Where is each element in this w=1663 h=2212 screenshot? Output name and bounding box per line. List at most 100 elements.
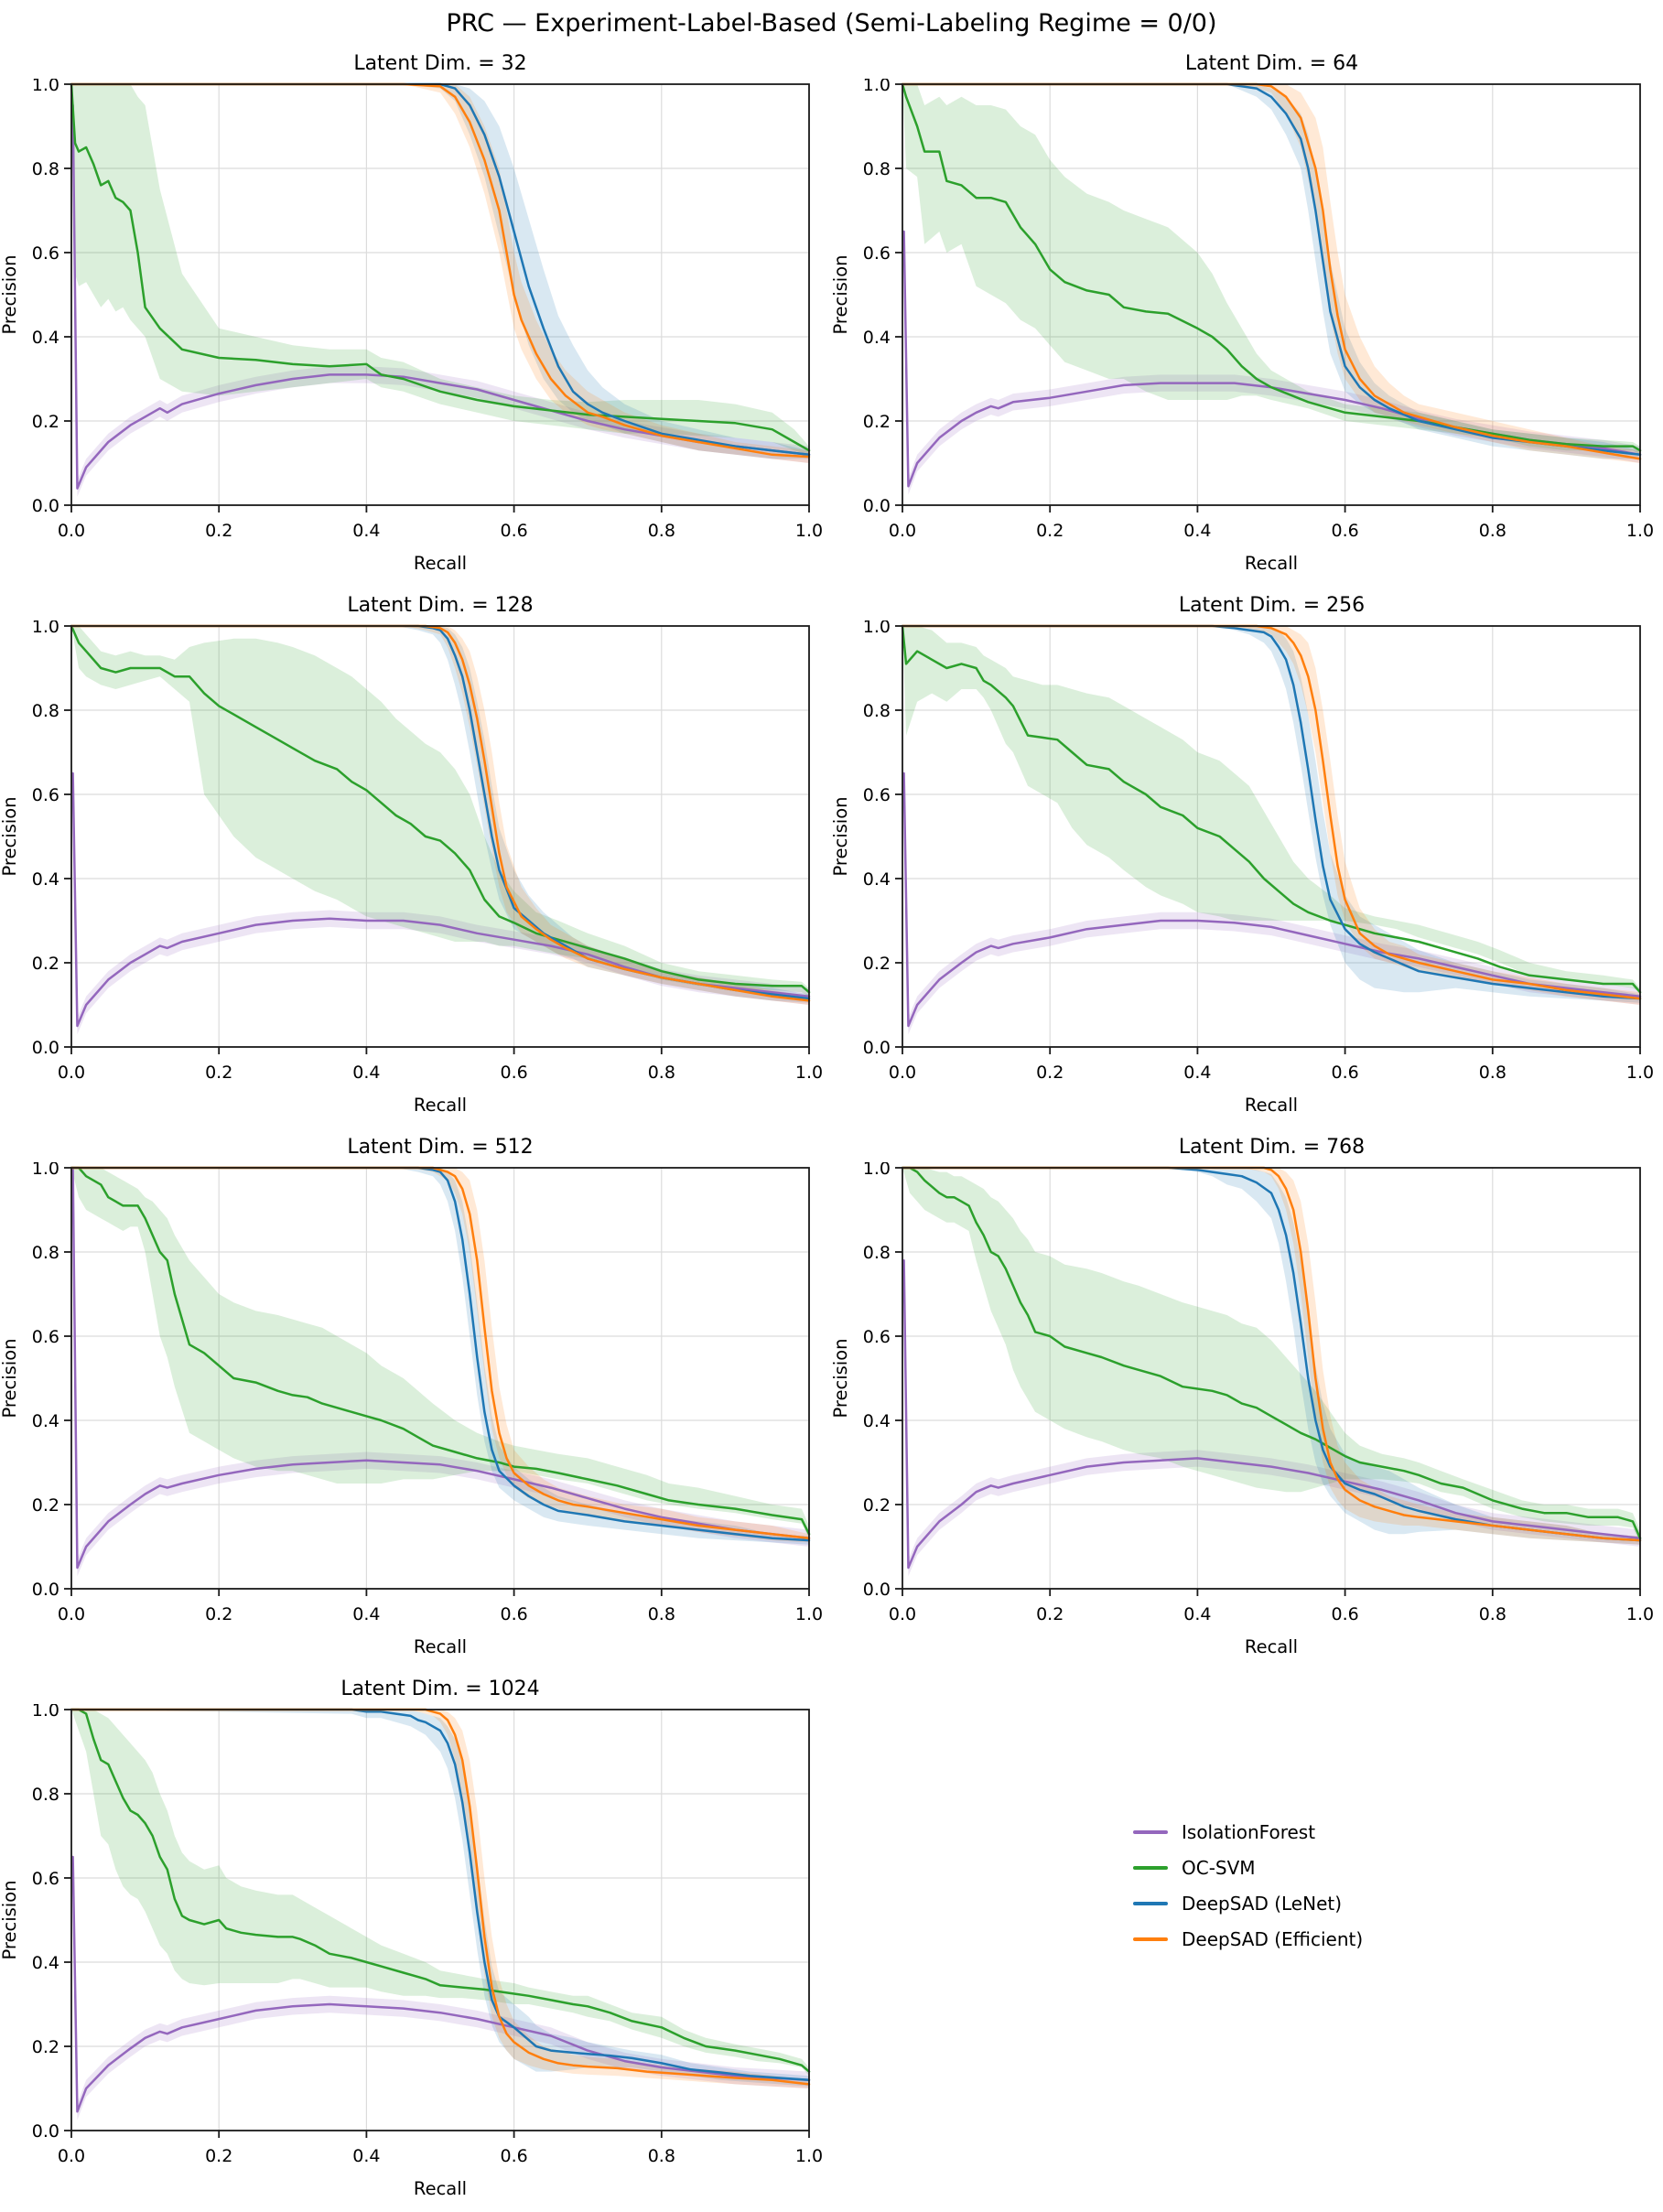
svg-text:1.0: 1.0 (1626, 1063, 1654, 1083)
svg-text:0.4: 0.4 (352, 521, 380, 541)
svg-text:0.0: 0.0 (32, 496, 59, 516)
svg-text:0.6: 0.6 (863, 785, 891, 805)
svg-text:0.2: 0.2 (1036, 1604, 1064, 1624)
svg-text:0.0: 0.0 (58, 521, 85, 541)
svg-text:0.8: 0.8 (32, 701, 59, 721)
svg-text:1.0: 1.0 (1626, 521, 1654, 541)
svg-text:0.0: 0.0 (58, 1063, 85, 1083)
x-axis-label: Recall (414, 1095, 467, 1116)
svg-text:0.0: 0.0 (58, 1604, 85, 1624)
svg-text:0.6: 0.6 (32, 1327, 59, 1347)
legend-item: DeepSAD (LeNet) (1133, 1893, 1663, 1915)
curve-DeepSAD (Efficient) (70, 1708, 811, 2086)
subplot-title: Latent Dim. = 512 (347, 1136, 534, 1159)
svg-text:0.6: 0.6 (1331, 521, 1358, 541)
prc-plot: 0.0 0.2 0.4 0.6 0.8 1.0 0.0 0.2 0.4 0.6 0.8 1.0 Reca… (831, 620, 1654, 1116)
legend-item: OC-SVM (1133, 1857, 1663, 1879)
svg-text:0.0: 0.0 (863, 496, 891, 516)
svg-text:1.0: 1.0 (795, 1604, 823, 1624)
svg-text:0.4: 0.4 (32, 1411, 59, 1431)
legend-swatch-IsolationForest (1133, 1830, 1168, 1834)
svg-text:0.4: 0.4 (1183, 1063, 1211, 1083)
svg-text:0.4: 0.4 (352, 1604, 380, 1624)
svg-text:0.6: 0.6 (1331, 1604, 1358, 1624)
legend-swatch-OC-SVM (1133, 1866, 1168, 1870)
subplot-latent-dim-latent-dim-latent-dim-latent-dim-latent-dim-latent-dim-latent-dim-latent-dim-latent-dim-latent-dim-latent-dim-latent-dim-latent-dim-latent-dim-32: Latent Dim. = 32 0.0 0.2 0.4 0.6 0.8 1.0 0.0 0.2… (0, 42, 831, 584)
prc-plot: 0.0 0.2 0.4 0.6 0.8 1.0 0.0 0.2 0.4 0.6 0.8 1.0 Reca… (831, 79, 1654, 574)
svg-text:0.0: 0.0 (889, 521, 916, 541)
x-axis-label: Recall (414, 2178, 467, 2199)
svg-text:1.0: 1.0 (863, 620, 891, 637)
prc-plot: 0.0 0.2 0.4 0.6 0.8 1.0 0.0 0.2 0.4 0.6 0.8 1.0 Reca… (0, 620, 823, 1116)
curve-DeepSAD (LeNet) (70, 1166, 811, 1542)
subplot-latent-dim-latent-dim-latent-dim-latent-dim-latent-dim-latent-dim-latent-dim-latent-dim-latent-dim-latent-dim-latent-dim-latent-dim-latent-dim-latent-dim-512: Latent Dim. = 512 0.0 0.2 0.4 0.6 0.8 1.0 0.0 0.… (0, 1126, 831, 1667)
subplot-title: Latent Dim. = 1024 (340, 1678, 540, 1700)
legend-swatch-DeepSAD (Efficient) (1133, 1937, 1168, 1941)
curve-DeepSAD (LeNet) (901, 82, 1642, 457)
legend-label: DeepSAD (LeNet) (1182, 1893, 1343, 1915)
svg-text:1.0: 1.0 (32, 79, 59, 95)
curve-IsolationForest (902, 772, 1642, 1028)
svg-text:0.4: 0.4 (352, 1063, 380, 1083)
subplot-latent-dim-latent-dim-latent-dim-latent-dim-latent-dim-latent-dim-latent-dim-latent-dim-latent-dim-latent-dim-latent-dim-latent-dim-latent-dim-latent-dim-1024: Latent Dim. = 1024 0.0 0.2 0.4 0.6 0.8 1.0 0.0 0… (0, 1667, 831, 2209)
svg-text:0.4: 0.4 (863, 869, 891, 890)
band-IsolationForest (72, 1168, 809, 1577)
svg-text:0.6: 0.6 (863, 1327, 891, 1347)
curve-IsolationForest (71, 1166, 811, 1570)
svg-text:0.4: 0.4 (863, 328, 891, 348)
prc-plot: 0.0 0.2 0.4 0.6 0.8 1.0 0.0 0.2 0.4 0.6 0.8 1.0 Reca… (0, 1162, 823, 1657)
subplot-latent-dim-latent-dim-latent-dim-latent-dim-latent-dim-latent-dim-latent-dim-latent-dim-latent-dim-latent-dim-latent-dim-latent-dim-latent-dim-latent-dim-64: Latent Dim. = 64 0.0 0.2 0.4 0.6 0.8 1.0 0.0 0.2… (831, 42, 1663, 584)
svg-text:0.4: 0.4 (863, 1411, 891, 1431)
svg-text:0.2: 0.2 (1036, 1063, 1064, 1083)
svg-text:0.0: 0.0 (32, 2121, 59, 2142)
subplot-title: Latent Dim. = 256 (1178, 594, 1366, 617)
x-axis-label: Recall (414, 553, 467, 574)
svg-text:1.0: 1.0 (863, 1162, 891, 1179)
curve-OC-SVM (70, 1708, 811, 2073)
y-axis-label: Precision (0, 1338, 20, 1418)
subplot-title: Latent Dim. = 768 (1178, 1136, 1366, 1159)
legend: IsolationForest OC-SVM DeepSAD (LeNet) Deep… (831, 1667, 1663, 2209)
svg-text:0.2: 0.2 (32, 412, 59, 432)
band-OC-SVM (71, 84, 809, 455)
svg-text:0.2: 0.2 (863, 412, 891, 432)
svg-text:1.0: 1.0 (32, 1704, 59, 1721)
svg-text:0.4: 0.4 (1183, 521, 1211, 541)
svg-text:0.2: 0.2 (863, 954, 891, 974)
svg-text:0.8: 0.8 (32, 1785, 59, 1805)
band-OC-SVM (902, 626, 1640, 993)
svg-text:1.0: 1.0 (32, 620, 59, 637)
svg-text:0.2: 0.2 (863, 1495, 891, 1516)
subplot-title: Latent Dim. = 128 (347, 594, 534, 617)
svg-text:0.0: 0.0 (863, 1580, 891, 1600)
svg-text:0.2: 0.2 (205, 1604, 232, 1624)
y-axis-label: Precision (0, 1880, 20, 1959)
subplot-latent-dim-latent-dim-latent-dim-latent-dim-latent-dim-latent-dim-latent-dim-latent-dim-latent-dim-latent-dim-latent-dim-latent-dim-latent-dim-latent-dim-256: Latent Dim. = 256 0.0 0.2 0.4 0.6 0.8 1.0 0.0 0.… (831, 584, 1663, 1126)
svg-text:0.8: 0.8 (32, 159, 59, 179)
svg-text:0.0: 0.0 (58, 2146, 85, 2166)
svg-text:0.2: 0.2 (32, 954, 59, 974)
subplot-title: Latent Dim. = 64 (1184, 52, 1359, 75)
band-OC-SVM (902, 84, 1640, 455)
svg-text:0.8: 0.8 (863, 159, 891, 179)
svg-text:1.0: 1.0 (32, 1162, 59, 1179)
svg-text:0.8: 0.8 (648, 521, 675, 541)
svg-text:0.6: 0.6 (500, 1604, 527, 1624)
svg-text:0.6: 0.6 (500, 1063, 527, 1083)
curve-OC-SVM (901, 624, 1642, 994)
curve-DeepSAD (LeNet) (70, 1708, 811, 2082)
svg-text:0.8: 0.8 (648, 1604, 675, 1624)
band-OC-SVM (902, 1168, 1640, 1543)
curve-DeepSAD (Efficient) (70, 624, 811, 1002)
svg-text:0.2: 0.2 (32, 2037, 59, 2057)
curve-DeepSAD (LeNet) (70, 82, 811, 457)
curve-OC-SVM (901, 1166, 1642, 1540)
svg-text:1.0: 1.0 (863, 79, 891, 95)
svg-text:0.8: 0.8 (1479, 521, 1506, 541)
curve-DeepSAD (Efficient) (901, 624, 1642, 1000)
figure-suptitle: PRC — Experiment-Label-Based (Semi-Label… (446, 9, 1217, 38)
curve-DeepSAD (Efficient) (901, 1166, 1642, 1542)
svg-text:0.2: 0.2 (32, 1495, 59, 1516)
curve-DeepSAD (Efficient) (70, 1166, 811, 1540)
svg-text:0.0: 0.0 (889, 1063, 916, 1083)
